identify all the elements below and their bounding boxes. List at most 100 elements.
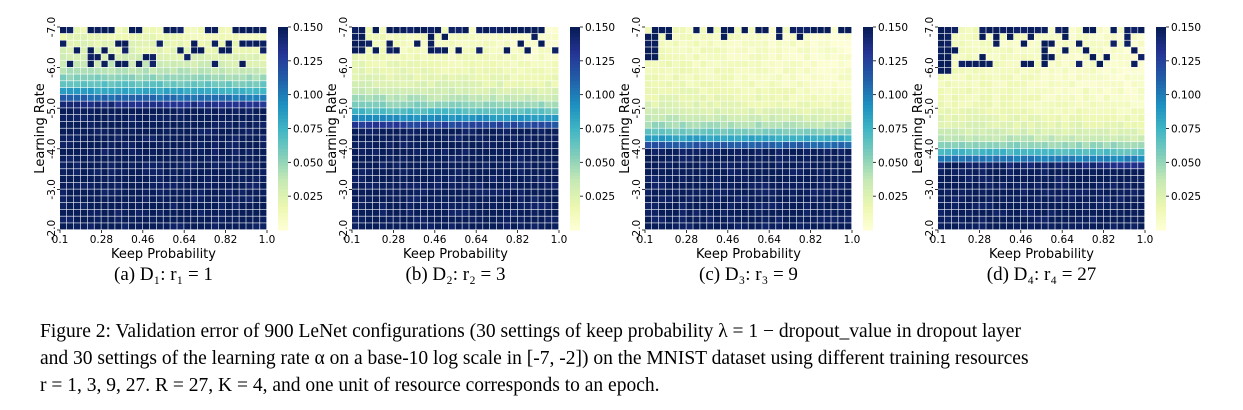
heatmap-cell — [769, 114, 776, 122]
heatmap-cell — [122, 33, 129, 40]
heatmap-cell — [658, 128, 666, 135]
heatmap-cell — [135, 33, 143, 40]
heatmap-cell — [448, 74, 455, 81]
heatmap-cell — [239, 101, 246, 108]
heatmap-cell — [503, 189, 511, 196]
heatmap-cell — [720, 27, 728, 34]
heatmap-cell — [358, 202, 366, 210]
heatmap-cell — [720, 60, 728, 67]
heatmap-cell — [845, 162, 852, 169]
heatmap-cell — [965, 74, 972, 81]
heatmap-cell — [672, 202, 679, 210]
heatmap-cell — [198, 148, 205, 155]
heatmap-cell — [87, 114, 94, 122]
heatmap-cell — [365, 196, 373, 203]
heatmap-cell — [225, 155, 232, 162]
heatmap-cell — [358, 47, 366, 54]
heatmap-cell — [993, 196, 1000, 203]
heatmap-cell — [421, 47, 428, 54]
heatmap-cell — [665, 162, 672, 169]
heatmap-cell — [734, 209, 741, 216]
heatmap-cell — [824, 108, 831, 115]
heatmap-cell — [720, 196, 728, 203]
heatmap-cell — [1048, 148, 1055, 155]
heatmap-cell — [94, 148, 101, 155]
heatmap-cell — [714, 196, 721, 203]
heatmap-cell — [1103, 169, 1110, 176]
heatmap-cell — [1027, 87, 1034, 95]
heatmap-cell — [1062, 60, 1069, 67]
heatmap-cell — [427, 108, 435, 115]
heatmap-cell — [434, 101, 442, 108]
heatmap-cell — [407, 60, 414, 67]
heatmap-cell — [789, 202, 797, 210]
heatmap-cell — [218, 223, 225, 230]
heatmap-cell — [1124, 74, 1131, 81]
heatmap-cell — [1076, 108, 1083, 115]
heatmap-cell — [741, 54, 748, 61]
colorbar-tick-label: 0.025 — [878, 191, 908, 203]
heatmap-cell — [1117, 47, 1124, 54]
heatmap-cell — [993, 189, 1000, 196]
heatmap-cell — [1103, 74, 1110, 81]
heatmap-cell — [810, 189, 817, 196]
heatmap-cell — [1110, 108, 1117, 115]
heatmap-cell — [824, 121, 831, 128]
heatmap-cell — [734, 33, 741, 40]
heatmap-cell — [163, 142, 170, 149]
heatmap-cell — [1110, 135, 1117, 142]
heatmap-cell — [700, 216, 707, 223]
heatmap-cell — [421, 169, 428, 176]
heatmap-cell — [727, 196, 735, 203]
heatmap-cell — [87, 169, 94, 176]
heatmap-cell — [448, 108, 455, 115]
heatmap-cell — [1062, 87, 1069, 95]
heatmap-cell — [1096, 33, 1103, 40]
colorbar-segment — [1156, 30, 1166, 35]
colorbar-segment — [863, 213, 873, 217]
heatmap-cell — [741, 81, 748, 88]
heatmap-cell — [944, 47, 952, 54]
colorbar-segment — [863, 47, 873, 52]
heatmap-cell — [352, 60, 359, 67]
heatmap-cell — [108, 209, 115, 216]
heatmap-cell — [204, 135, 212, 142]
heatmap-cell — [517, 155, 524, 162]
heatmap-cell — [101, 142, 108, 149]
heatmap-cell — [1103, 101, 1110, 108]
heatmap-cell — [979, 67, 986, 74]
heatmap-cell — [700, 196, 707, 203]
colorbar-segment — [570, 169, 580, 173]
heatmap-cell — [94, 54, 101, 61]
heatmap-cell — [1082, 81, 1090, 88]
heatmap-cell — [979, 209, 986, 216]
heatmap-cell — [776, 202, 783, 210]
heatmap-cell — [789, 189, 797, 196]
heatmap-cell — [796, 175, 804, 183]
heatmap-cell — [163, 175, 170, 183]
heatmap-cell — [762, 209, 769, 216]
heatmap-cell — [679, 81, 686, 88]
heatmap-cell — [686, 94, 693, 101]
heatmap-cell — [352, 108, 359, 115]
y-tick-label: -5.0 — [924, 98, 936, 119]
heatmap-cell — [707, 155, 714, 162]
colorbar-segment — [278, 74, 288, 79]
heatmap-cell — [115, 40, 122, 47]
heatmap-cell — [156, 175, 163, 183]
colorbar-segment — [863, 125, 873, 129]
heatmap-cell — [686, 108, 693, 115]
heatmap-cell — [672, 189, 679, 196]
colorbar-segment — [278, 94, 288, 99]
heatmap-cell — [87, 121, 94, 128]
heatmap-cell — [142, 114, 150, 122]
heatmap-cell — [1055, 74, 1062, 81]
heatmap-cell — [1124, 47, 1131, 54]
heatmap-cell — [60, 87, 67, 95]
heatmap-cell — [170, 121, 177, 128]
heatmap-cell — [524, 223, 531, 230]
heatmap-cell — [776, 67, 783, 74]
heatmap-cell — [441, 196, 448, 203]
heatmap-cell — [149, 94, 156, 101]
heatmap-cell — [972, 74, 979, 81]
